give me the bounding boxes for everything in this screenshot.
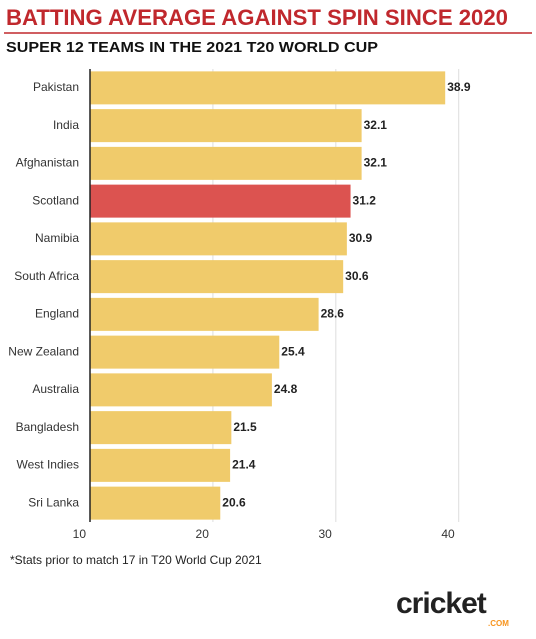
footnote: *Stats prior to match 17 in T20 World Cu… <box>10 553 262 567</box>
value-label: 21.4 <box>232 458 256 472</box>
value-label: 30.9 <box>349 231 373 245</box>
value-label: 28.6 <box>321 307 345 321</box>
y-tick-label: Australia <box>32 382 79 396</box>
bar <box>90 71 446 105</box>
bar <box>90 411 232 445</box>
value-label: 20.6 <box>222 495 246 509</box>
value-label: 30.6 <box>345 269 369 283</box>
y-tick-label: Bangladesh <box>16 420 79 434</box>
y-tick-label: Namibia <box>35 231 79 245</box>
y-tick-label: South Africa <box>14 269 79 283</box>
value-label: 24.8 <box>274 382 298 396</box>
plot-area: 10 20 30 40 38.9 Pakistan 32.1 India 32.1 Afghani… <box>8 69 471 541</box>
value-label: 38.9 <box>447 80 471 94</box>
chart-title: BATTING AVERAGE AGAINST SPIN SINCE 2020 <box>6 5 508 30</box>
bar <box>90 486 221 520</box>
value-label: 32.1 <box>364 118 388 132</box>
x-tick-label: 10 <box>73 527 87 541</box>
bar <box>90 448 231 482</box>
y-tick-label: India <box>53 118 79 132</box>
bar <box>90 222 347 256</box>
x-tick-label: 20 <box>196 527 210 541</box>
y-tick-label: Scotland <box>32 193 79 207</box>
bar <box>90 184 351 218</box>
bar <box>90 109 362 143</box>
logo-name: cricket <box>396 587 487 620</box>
value-label: 31.2 <box>353 193 377 207</box>
value-label: 21.5 <box>233 420 257 434</box>
x-tick-label: 40 <box>441 527 455 541</box>
value-label: 32.1 <box>364 156 388 170</box>
chart-subtitle: SUPER 12 TEAMS IN THE 2021 T20 WORLD CUP <box>6 39 378 56</box>
x-tick-label: 30 <box>318 527 332 541</box>
bar <box>90 335 280 369</box>
y-tick-label: Afghanistan <box>16 156 79 170</box>
y-tick-label: New Zealand <box>8 344 79 358</box>
y-tick-label: West Indies <box>17 458 79 472</box>
bar <box>90 297 319 331</box>
bar <box>90 146 362 180</box>
logo-suffix: .COM <box>488 619 509 628</box>
y-tick-label: England <box>35 307 79 321</box>
y-tick-label: Pakistan <box>33 80 79 94</box>
bar <box>90 260 344 294</box>
value-label: 25.4 <box>281 344 305 358</box>
bar <box>90 373 272 407</box>
y-tick-label: Sri Lanka <box>28 495 79 509</box>
